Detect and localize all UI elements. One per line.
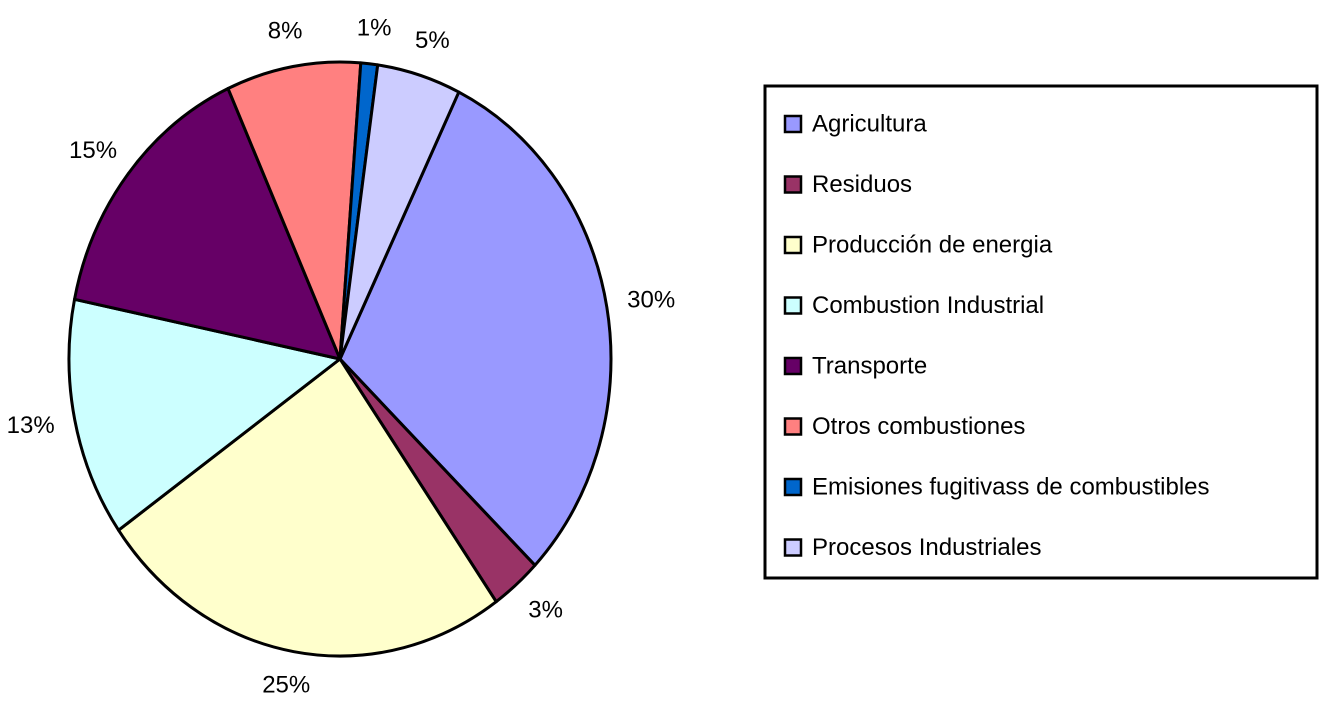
legend-label: Combustion Industrial	[812, 292, 1044, 319]
legend-swatch	[783, 175, 803, 194]
legend-swatch	[783, 114, 803, 134]
legend-label: Procesos Industriales	[812, 534, 1041, 561]
pie-slice	[226, 60, 363, 361]
pie-slice	[73, 87, 342, 361]
data-label: 30%	[627, 287, 675, 314]
legend-swatch	[783, 417, 803, 436]
legend-swatch	[783, 538, 803, 557]
pie-slice	[338, 63, 461, 361]
legend-label: Agricultura	[812, 110, 927, 137]
data-label: 3%	[528, 596, 563, 623]
data-label: 25%	[262, 671, 310, 698]
legend-label: Residuos	[812, 171, 912, 198]
data-label: 1%	[357, 14, 392, 41]
pie-slice	[117, 357, 498, 658]
legend-label: Otros combustiones	[812, 413, 1025, 440]
legend-swatch	[783, 356, 803, 376]
data-label: 13%	[7, 412, 55, 439]
legend-swatch	[783, 235, 803, 255]
legend-swatch	[783, 477, 803, 497]
legend-label: Transporte	[812, 352, 927, 379]
legend-label: Emisiones fugitivass de combustibles	[812, 473, 1210, 500]
pie-slice	[67, 297, 342, 532]
data-label: 5%	[415, 27, 450, 54]
data-label: 15%	[69, 137, 117, 164]
data-label: 8%	[268, 17, 303, 44]
legend-box	[763, 84, 1319, 580]
legend-swatch	[783, 296, 803, 315]
legend-label: Producción de energia	[812, 231, 1053, 258]
